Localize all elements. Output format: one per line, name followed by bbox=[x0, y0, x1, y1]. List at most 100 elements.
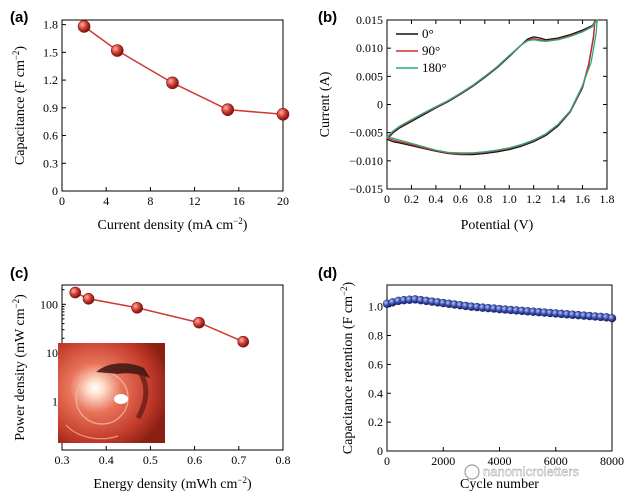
device-strip bbox=[135, 370, 149, 420]
y-axis-label: Current (A) bbox=[318, 71, 333, 137]
y-axis-label-text: Current (A) bbox=[318, 71, 333, 137]
series-line bbox=[74, 291, 244, 343]
y-tick-label: 0.4 bbox=[368, 386, 383, 400]
x-tick-label: 0.7 bbox=[231, 453, 246, 467]
x-axis-label: Current density (mA cm−2) bbox=[98, 216, 248, 233]
y-axis-label-superscript: −2 bbox=[339, 286, 349, 296]
x-axis-label: Cycle number bbox=[460, 477, 539, 492]
y-tick-label: 0.8 bbox=[368, 329, 383, 343]
cv-curve-0 bbox=[386, 21, 596, 156]
y-axis-label-superscript: −2 bbox=[11, 51, 21, 61]
data-point bbox=[193, 316, 205, 329]
y-tick-label: −0.010 bbox=[349, 154, 383, 168]
y-axis-label-close: ) bbox=[13, 294, 28, 299]
x-axis-label-superscript: −2 bbox=[237, 475, 247, 485]
x-tick-label: 2000 bbox=[431, 454, 455, 468]
x-axis-label-superscript: −2 bbox=[233, 216, 243, 226]
x-tick-label: 0.6 bbox=[187, 453, 202, 467]
x-axis-label: Potential (V) bbox=[461, 218, 534, 233]
y-tick-label: 1.0 bbox=[368, 300, 383, 314]
y-tick-label: 0.010 bbox=[356, 41, 383, 55]
x-tick-label: 1.2 bbox=[526, 192, 541, 206]
photo-background bbox=[58, 343, 165, 443]
x-axis-label-text: Potential (V) bbox=[461, 218, 534, 233]
panel-label: (b) bbox=[318, 9, 337, 26]
watermark-text: nanomicroletters bbox=[483, 464, 580, 479]
x-tick-label: 0.5 bbox=[143, 453, 158, 467]
x-tick-label: 0.6 bbox=[453, 192, 468, 206]
x-tick-label: 12 bbox=[189, 194, 201, 208]
x-tick-label: 0.2 bbox=[404, 192, 419, 206]
x-tick-label: 1.4 bbox=[551, 192, 566, 206]
x-tick-label: 0.4 bbox=[428, 192, 443, 206]
x-tick-label: 6000 bbox=[544, 454, 568, 468]
panel-label: (d) bbox=[318, 265, 337, 282]
wire-clip bbox=[96, 363, 150, 378]
panel-d: 0 2000 4000 6000 8000 0 0.2 0.4 0.6 0.8 1.0 (d) Cycl… bbox=[318, 265, 624, 492]
y-tick-label: 0.015 bbox=[356, 13, 383, 27]
led-glow bbox=[114, 394, 128, 404]
y-axis-label-text: Capacitance retention (F cm bbox=[341, 296, 356, 454]
y-tick-label: −0.015 bbox=[349, 182, 383, 196]
y-tick-label: 0.005 bbox=[356, 69, 383, 83]
data-point bbox=[77, 20, 91, 33]
x-tick-label: 0.3 bbox=[55, 453, 70, 467]
y-tick-label: 1.5 bbox=[43, 45, 58, 59]
y-tick-label: 0.6 bbox=[43, 129, 58, 143]
inset-photo bbox=[58, 343, 165, 443]
x-tick-label: 0 bbox=[384, 454, 390, 468]
x-axis-label-text: Energy density (mWh cm bbox=[93, 477, 237, 492]
y-tick-label: 0.9 bbox=[43, 101, 58, 115]
x-tick-label: 16 bbox=[233, 194, 245, 208]
glass-reflection bbox=[65, 424, 119, 440]
watermark: nanomicroletters bbox=[464, 464, 580, 480]
x-tick-label: 20 bbox=[277, 194, 289, 208]
y-tick-label: 1.8 bbox=[43, 18, 58, 32]
data-point bbox=[237, 335, 250, 348]
data-point bbox=[607, 314, 617, 323]
y-tick-label: 1 bbox=[52, 394, 58, 408]
data-point bbox=[276, 107, 290, 121]
y-tick-label: 10 bbox=[46, 346, 58, 360]
x-tick-label: 1.6 bbox=[575, 192, 590, 206]
x-tick-label: 8 bbox=[147, 194, 153, 208]
panel-label: (c) bbox=[10, 265, 28, 282]
x-tick-label: 0 bbox=[59, 194, 65, 208]
y-axis-label-superscript: −2 bbox=[11, 299, 21, 309]
x-axis-label-close: ) bbox=[247, 477, 252, 492]
cv-curve-2 bbox=[386, 19, 598, 154]
y-tick-label: 0.2 bbox=[368, 415, 383, 429]
x-tick-label: 0.4 bbox=[99, 453, 114, 467]
y-axis-label-close: ) bbox=[341, 281, 356, 286]
watermark-layer: nanomicroletters bbox=[464, 464, 580, 480]
data-point bbox=[69, 286, 82, 299]
y-tick-label: 0 bbox=[52, 184, 58, 198]
x-axis-label: Energy density (mWh cm−2) bbox=[93, 475, 252, 492]
panel-label: (a) bbox=[10, 9, 28, 26]
series-line bbox=[83, 25, 284, 116]
x-tick-label: 1.8 bbox=[600, 192, 615, 206]
y-axis-label: Power density (mW cm−2) bbox=[11, 294, 28, 441]
x-tick-label: 0.8 bbox=[477, 192, 492, 206]
x-axis-label-text: Cycle number bbox=[460, 477, 539, 492]
data-point bbox=[110, 44, 124, 57]
watermark-icon bbox=[464, 464, 480, 480]
cv-curve-1 bbox=[386, 20, 596, 155]
x-tick-label: 4 bbox=[103, 194, 109, 208]
legend-label: 180° bbox=[422, 60, 447, 75]
data-point bbox=[221, 103, 235, 116]
y-tick-label: 0 bbox=[377, 444, 383, 458]
x-tick-label: 8000 bbox=[600, 454, 624, 468]
x-tick-label: 0.8 bbox=[276, 453, 291, 467]
x-tick-label: 0 bbox=[384, 192, 390, 206]
data-point bbox=[131, 301, 143, 314]
legend-label: 0° bbox=[422, 26, 434, 41]
y-tick-label: 0.6 bbox=[368, 357, 383, 371]
y-axis-label-text: Capacitance (F cm bbox=[13, 60, 28, 165]
x-axis-label-close: ) bbox=[243, 218, 248, 233]
y-tick-label: 100 bbox=[40, 297, 58, 311]
y-axis-label: Capacitance retention (F cm−2) bbox=[339, 281, 356, 454]
y-tick-label: 0.3 bbox=[43, 156, 58, 170]
x-tick-label: 1.0 bbox=[502, 192, 517, 206]
